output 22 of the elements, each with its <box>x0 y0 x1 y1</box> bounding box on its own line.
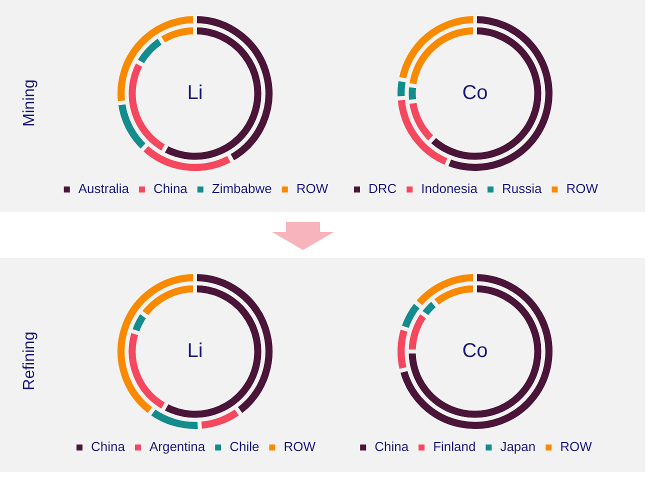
text: Mining <box>21 79 39 127</box>
legend-label: Indonesia <box>421 181 478 196</box>
legend-label: ROW <box>560 439 593 454</box>
legend-label: Australia <box>78 181 130 196</box>
legend-label: ROW <box>566 181 599 196</box>
legend-label: Zimbabwe <box>212 181 272 196</box>
legend-label: China <box>374 439 410 454</box>
text: Co <box>462 82 488 104</box>
text: Refining <box>21 332 39 390</box>
legend-label: DRC <box>368 181 397 196</box>
legend-label: Russia <box>502 181 543 196</box>
legend-label: ROW <box>296 181 329 196</box>
legend-label: ROW <box>284 439 316 454</box>
text: Co <box>462 340 488 362</box>
legend-label: Argentina <box>149 439 206 454</box>
legend-label: China <box>90 439 126 454</box>
legend-label: Chile <box>230 439 260 454</box>
legend-label: Finland <box>433 439 476 454</box>
text: Li <box>187 82 203 104</box>
legend-label: China <box>153 181 188 196</box>
text: Li <box>187 340 203 362</box>
legend-label: Japan <box>500 439 536 454</box>
